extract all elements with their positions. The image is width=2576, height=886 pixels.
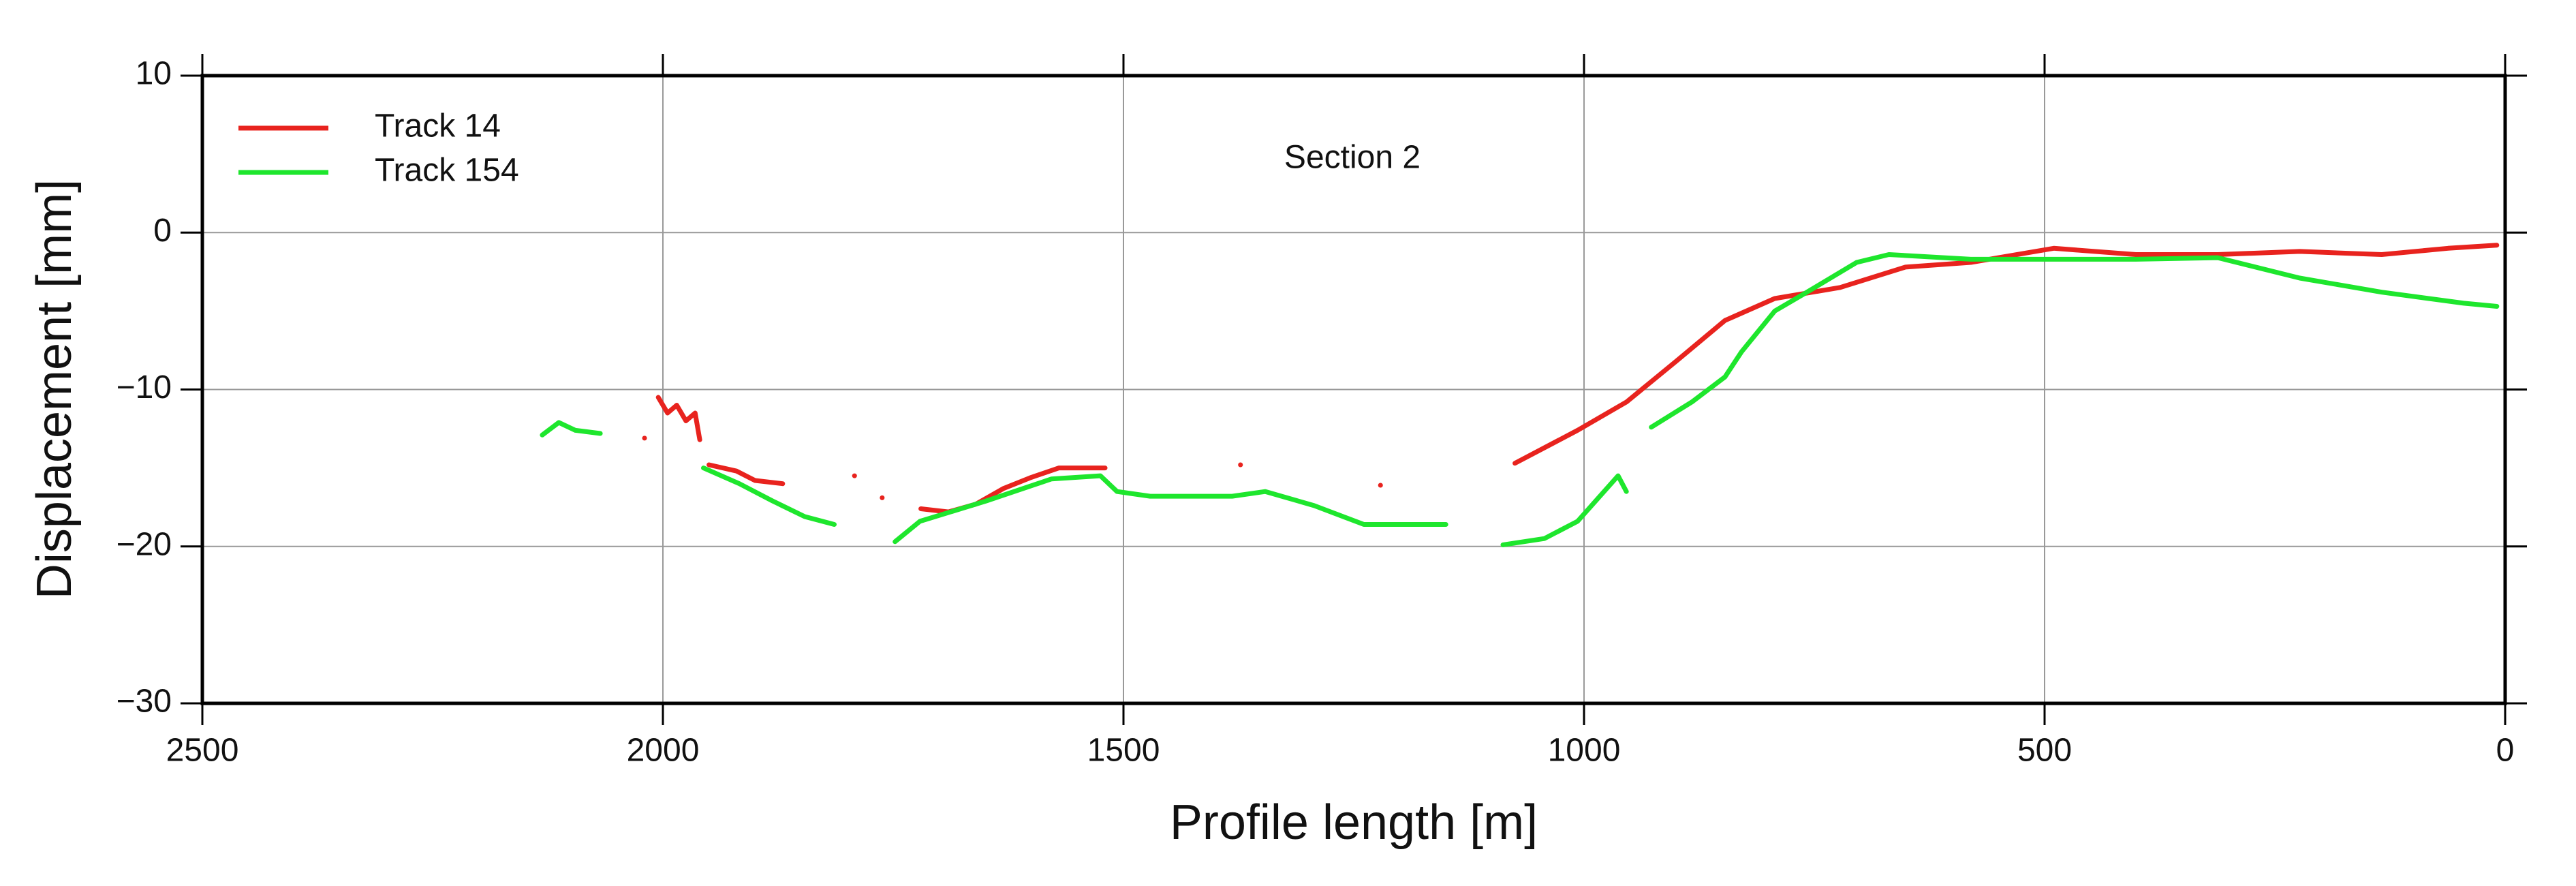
y-tick-label: −20 bbox=[117, 526, 172, 562]
annotation: Section 2 bbox=[1284, 140, 1421, 176]
plot-frame bbox=[200, 74, 2507, 705]
x-tick-label: 2500 bbox=[166, 733, 239, 769]
legend-label: Track 154 bbox=[375, 153, 519, 189]
x-axis-label: Profile length [m] bbox=[1170, 795, 1538, 850]
x-tick-label: 1000 bbox=[1548, 733, 1621, 769]
data-line bbox=[540, 252, 2500, 547]
data-line bbox=[642, 243, 2500, 515]
y-tick-label: 10 bbox=[136, 56, 172, 92]
y-tick-label: −10 bbox=[117, 369, 172, 406]
x-tick-label: 1500 bbox=[1087, 733, 1160, 769]
y-tick-label: −30 bbox=[117, 684, 172, 720]
y-tick-label: 0 bbox=[153, 213, 172, 249]
x-tick-label: 0 bbox=[2496, 733, 2515, 769]
legend-label: Track 14 bbox=[375, 108, 501, 144]
x-tick-label: 2000 bbox=[627, 733, 700, 769]
x-tick-label: 500 bbox=[2017, 733, 2072, 769]
y-axis-label: Displacement [mm] bbox=[27, 179, 82, 599]
